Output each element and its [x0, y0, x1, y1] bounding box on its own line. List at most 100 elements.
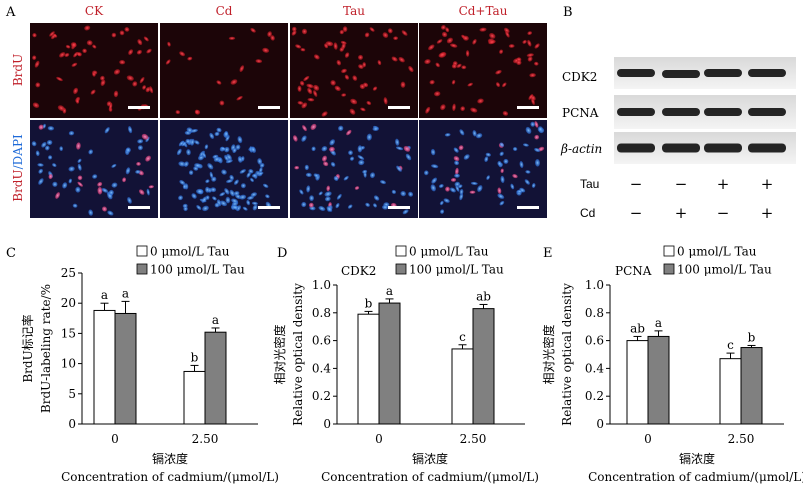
- chart-d-significance-letter: c: [459, 330, 466, 344]
- cell-nucleus: [349, 108, 356, 115]
- cell-nucleus: [495, 82, 501, 88]
- cell-nucleus: [291, 26, 297, 32]
- cell-nucleus: [250, 192, 257, 198]
- cell-nucleus: [205, 179, 210, 184]
- cell-nucleus: [348, 150, 353, 156]
- cell-nucleus: [265, 194, 270, 199]
- cell-nucleus: [510, 183, 515, 190]
- cell-nucleus: [408, 191, 414, 197]
- legend-d-swatch-2: [395, 263, 407, 275]
- cell-nucleus: [486, 175, 490, 180]
- cell-nucleus: [232, 147, 237, 154]
- chart-e-significance-letter: c: [727, 338, 734, 352]
- cell-nucleus: [239, 169, 246, 174]
- cell-nucleus: [82, 48, 87, 54]
- cell-nucleus: [267, 31, 272, 37]
- cell-nucleus: [440, 104, 446, 111]
- cell-nucleus: [456, 63, 462, 68]
- cell-nucleus: [527, 31, 533, 35]
- cell-nucleus: [185, 138, 191, 144]
- cell-nucleus: [88, 209, 94, 216]
- cell-nucleus: [305, 172, 312, 178]
- cell-nucleus: [357, 145, 363, 153]
- chart-d-ytick-label: 0.4: [312, 361, 331, 375]
- blot-pcna-lane-3: [704, 108, 742, 116]
- chart-e-ytick-label: 1.0: [585, 278, 604, 292]
- cell-nucleus: [49, 31, 55, 37]
- cell-nucleus: [364, 32, 370, 38]
- cell-nucleus: [224, 188, 230, 195]
- cell-nucleus: [357, 155, 365, 160]
- cell-nucleus: [255, 59, 263, 64]
- cell-nucleus: [380, 180, 386, 185]
- cell-nucleus: [537, 126, 543, 132]
- cell-nucleus: [141, 133, 149, 140]
- cell-nucleus: [441, 31, 448, 38]
- cell-nucleus: [219, 192, 226, 197]
- cell-nucleus: [56, 76, 63, 82]
- cell-nucleus: [292, 135, 298, 142]
- chart-e-bar: [647, 335, 670, 425]
- cell-nucleus: [119, 30, 125, 36]
- cell-nucleus: [237, 136, 243, 144]
- micrograph-r2-c1: [30, 120, 158, 218]
- cell-nucleus: [257, 158, 263, 165]
- micrograph-r1-c4: [419, 23, 547, 118]
- cell-nucleus: [210, 187, 217, 193]
- chart-c-brdu-labeling-rate: C 0 μmol/L Tau 100 μmol/L Tau 0 5 10 15 20 25 Brd…: [6, 245, 279, 485]
- cell-nucleus: [462, 35, 469, 41]
- cell-nucleus: [470, 181, 478, 185]
- cell-nucleus: [497, 187, 502, 194]
- chart-c-ytick-label: 10: [61, 357, 76, 371]
- cell-nucleus: [76, 52, 82, 57]
- cell-nucleus: [306, 83, 314, 89]
- cell-nucleus: [430, 148, 436, 156]
- cell-nucleus: [522, 40, 527, 44]
- chart-c-bar: [204, 331, 227, 425]
- cell-nucleus: [108, 189, 114, 196]
- cell-nucleus: [329, 146, 335, 152]
- cell-nucleus: [196, 188, 204, 195]
- cell-nucleus: [440, 209, 445, 214]
- chart-c-xtick-label: 2.50: [192, 432, 219, 446]
- cell-nucleus: [428, 44, 435, 51]
- cell-nucleus: [301, 135, 307, 142]
- cell-nucleus: [132, 81, 138, 87]
- cell-nucleus: [75, 186, 81, 193]
- cell-nucleus: [204, 144, 209, 150]
- cell-nucleus: [167, 41, 171, 47]
- cell-nucleus: [318, 191, 323, 196]
- cell-nucleus: [148, 185, 154, 189]
- cell-nucleus: [310, 123, 317, 130]
- cell-nucleus: [59, 52, 66, 58]
- blot-cdk2-lane-3: [704, 69, 742, 77]
- cell-nucleus: [37, 163, 44, 167]
- cell-nucleus: [531, 183, 536, 188]
- chart-d-bar: [472, 308, 495, 425]
- chart-e-significance-letter: ab: [630, 321, 645, 335]
- cell-nucleus: [137, 145, 143, 151]
- cell-nucleus: [250, 146, 257, 153]
- legend-c-swatch-2: [136, 263, 148, 275]
- cell-nucleus: [454, 160, 460, 166]
- chart-d-xtick-label: 2.50: [460, 432, 487, 446]
- cell-nucleus: [475, 133, 483, 139]
- cell-nucleus: [458, 145, 464, 151]
- cell-nucleus: [100, 79, 106, 86]
- column-label-cd: Cd: [216, 4, 233, 18]
- chart-e-pcna-density: E 0 μmol/L Tau 100 μmol/L Tau PCNA 0 0.2 0.4 0.…: [541, 245, 803, 485]
- cell-nucleus: [358, 64, 364, 69]
- cell-nucleus: [137, 39, 143, 46]
- cell-nucleus: [62, 182, 68, 189]
- chart-d-ytick-label: 0.8: [312, 306, 331, 320]
- legend-c-label-1: 0 μmol/L Tau: [150, 245, 230, 259]
- chart-e-ytick-label: 0: [596, 417, 604, 431]
- cell-nucleus: [38, 124, 44, 130]
- cell-nucleus: [216, 80, 222, 85]
- micrograph-r2-c4: [419, 120, 547, 218]
- cell-nucleus: [453, 156, 460, 162]
- cell-nucleus: [339, 29, 344, 35]
- cell-nucleus: [38, 178, 44, 185]
- cell-nucleus: [59, 146, 64, 151]
- cell-nucleus: [372, 126, 379, 132]
